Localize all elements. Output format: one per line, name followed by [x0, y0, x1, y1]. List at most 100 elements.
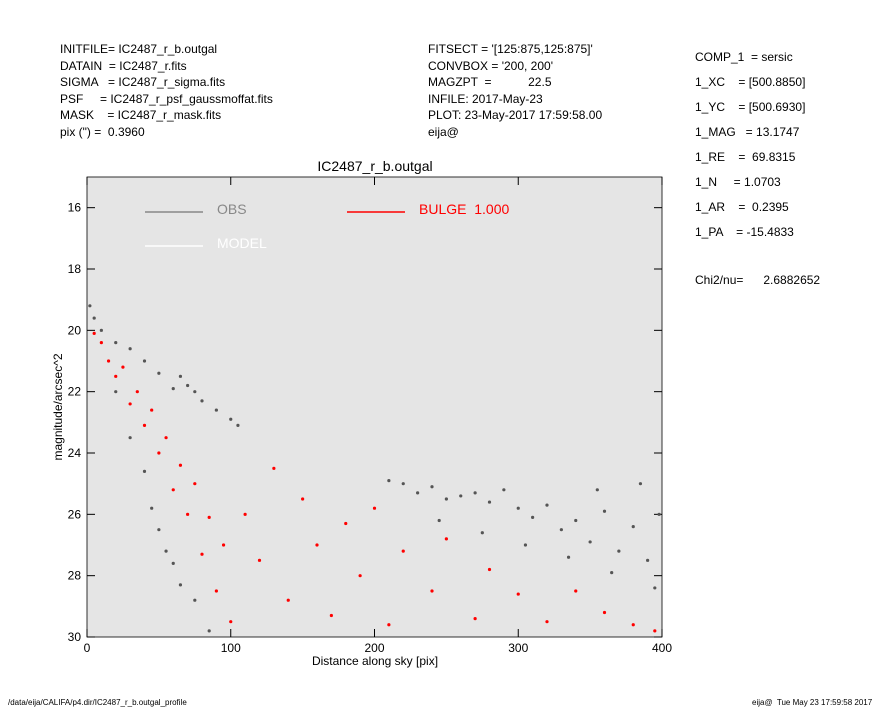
point — [329, 613, 333, 618]
y-tick-label: 30 — [68, 630, 82, 644]
point — [286, 598, 290, 602]
point — [545, 503, 549, 507]
point — [99, 328, 103, 332]
point — [473, 491, 477, 495]
header-middle-line: PLOT: 23-May-2017 17:59:58.00 — [428, 108, 603, 122]
point — [257, 558, 262, 562]
y-tick-label: 18 — [68, 262, 82, 276]
point — [142, 423, 147, 427]
point — [171, 561, 175, 566]
header-middle-line: CONVBOX = '200, 200' — [428, 58, 553, 73]
point — [193, 390, 197, 394]
point — [545, 620, 549, 624]
point — [516, 506, 520, 510]
point — [617, 549, 621, 553]
point — [610, 571, 614, 575]
point — [99, 341, 103, 345]
point — [437, 518, 441, 523]
point — [487, 500, 492, 504]
point — [631, 525, 635, 529]
point — [401, 549, 405, 553]
header-middle-line: eija@ — [428, 124, 459, 139]
point — [387, 623, 391, 627]
x-axis-label: Distance along sky [pix] — [312, 654, 438, 668]
point — [523, 543, 528, 547]
point — [164, 436, 168, 440]
point — [653, 629, 657, 633]
point — [566, 555, 571, 559]
point — [150, 408, 154, 412]
point — [344, 521, 348, 526]
legend-label: MODEL — [217, 235, 267, 251]
point — [121, 365, 125, 369]
parameter-line: 1_MAG = 13.1747 — [695, 125, 800, 139]
point — [574, 518, 578, 523]
point — [114, 374, 118, 378]
point — [135, 390, 139, 394]
header-left-line: MASK = IC2487_r_mask.fits — [60, 108, 222, 122]
point — [114, 341, 118, 345]
parameter-line: 1_RE = 69.8315 — [695, 150, 796, 164]
parameter-line: COMP_1 = sersic — [695, 50, 793, 64]
point — [559, 528, 563, 532]
point — [128, 436, 132, 440]
point — [236, 423, 240, 427]
legend-label: BULGE 1.000 — [419, 201, 509, 217]
point — [186, 512, 190, 516]
point — [531, 515, 535, 520]
x-tick-label: 400 — [652, 641, 672, 655]
point — [214, 589, 218, 593]
point — [128, 347, 132, 351]
y-tick-label: 22 — [68, 385, 82, 399]
legend-label: OBS — [217, 201, 247, 217]
point — [602, 509, 607, 513]
footer-left: /data/eija/CALIFA/p4.dir/IC2487_r_b.outg… — [8, 698, 187, 707]
point — [358, 574, 362, 578]
point — [214, 408, 218, 412]
point — [301, 497, 305, 501]
parameter-line: 1_PA = -15.4833 — [695, 225, 794, 239]
chart-title: IC2487_r_b.outgal — [317, 158, 432, 174]
point — [595, 488, 599, 492]
point — [430, 589, 434, 593]
x-tick-label: 300 — [508, 641, 528, 655]
point — [272, 466, 276, 470]
parameter-line: 1_YC = [500.6930] — [695, 100, 806, 114]
point — [142, 469, 147, 473]
point — [444, 537, 448, 541]
point — [178, 583, 183, 587]
plot-area — [86, 176, 663, 638]
y-tick-label: 28 — [68, 569, 82, 583]
y-tick-label: 20 — [68, 323, 82, 337]
point — [150, 506, 154, 510]
header-left-line: SIGMA = IC2487_r_sigma.fits — [60, 75, 226, 89]
chi2: Chi2/nu= 2.6882652 — [695, 273, 821, 287]
parameter-line: 1_XC = [500.8850] — [695, 75, 806, 89]
point — [193, 598, 197, 602]
header-middle-line: FITSECT = '[125:875,125:875]' — [428, 42, 593, 56]
point — [157, 528, 161, 532]
footer-right: eija@ Tue May 23 17:59:58 2017 — [752, 698, 873, 707]
header-left-line: pix (") = 0.3960 — [60, 124, 145, 139]
point — [171, 387, 175, 391]
parameter-line: 1_AR = 0.2395 — [695, 200, 789, 214]
y-tick-label: 26 — [68, 507, 82, 521]
point — [114, 390, 118, 394]
point — [631, 623, 635, 627]
point — [487, 567, 492, 572]
point — [200, 552, 204, 556]
point — [142, 359, 147, 363]
point — [516, 592, 520, 596]
point — [480, 531, 484, 535]
point — [171, 488, 175, 492]
point — [186, 383, 190, 388]
point — [444, 497, 448, 501]
point — [178, 374, 183, 378]
point — [193, 482, 197, 486]
point — [164, 549, 168, 553]
point — [157, 451, 161, 455]
header-middle-line: INFILE: 2017-May-23 — [428, 91, 543, 106]
point — [459, 494, 463, 498]
point — [315, 543, 319, 547]
